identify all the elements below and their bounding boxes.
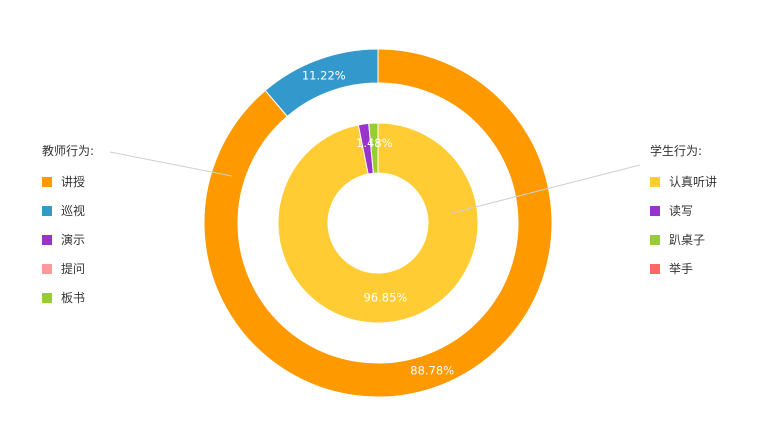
teacher-legend-swatch [42, 292, 52, 303]
student-slice-label-2: 1.48% [356, 136, 393, 150]
teacher-legend-label: 板书 [61, 291, 86, 305]
slice-labels: 88.78% 11.22% 96.85% 1.48% [302, 69, 454, 378]
teacher-legend-swatch [42, 234, 52, 245]
teacher-legend-label: 提问 [61, 262, 86, 276]
student-slice-label-0: 96.85% [363, 291, 407, 305]
teacher-legend-swatch [42, 263, 52, 274]
student-legend-swatch [650, 176, 660, 187]
teacher-legend-label: 演示 [61, 233, 86, 247]
student-legend-item-3[interactable]: 举手 [650, 254, 717, 283]
student-legend-swatch [650, 263, 660, 274]
legend-leader-lines [109, 151, 641, 214]
teacher-slice-1[interactable] [264, 48, 379, 118]
teacher-slice-label-0: 88.78% [410, 363, 454, 377]
teacher-slice-0[interactable] [203, 48, 553, 398]
student-legend: 学生行为: 认真听讲读写趴桌子举手 [650, 142, 717, 283]
teacher-legend-swatch [42, 176, 52, 187]
teacher-behavior-ring [203, 48, 553, 398]
teacher-legend-label: 讲授 [61, 175, 86, 189]
teacher-legend-label: 巡视 [61, 204, 86, 218]
student-legend-item-0[interactable]: 认真听讲 [650, 167, 717, 196]
student-legend-title: 学生行为: [650, 144, 703, 158]
teacher-legend-title: 教师行为: [42, 144, 95, 158]
student-legend-item-1[interactable]: 读写 [650, 196, 717, 225]
teacher-legend: 教师行为: 讲授巡视演示提问板书 [42, 142, 94, 312]
student-legend-label: 趴桌子 [669, 233, 706, 247]
teacher-slice-label-1: 11.22% [302, 69, 346, 83]
student-leader-line [451, 164, 641, 214]
student-legend-swatch [650, 205, 660, 216]
teacher-leader-line [109, 151, 233, 177]
teacher-legend-item-4[interactable]: 板书 [42, 283, 94, 312]
student-legend-swatch [650, 234, 660, 245]
student-legend-label: 举手 [669, 262, 694, 276]
student-legend-label: 认真听讲 [669, 175, 718, 189]
student-behavior-ring [277, 122, 479, 324]
teacher-legend-swatch [42, 205, 52, 216]
teacher-legend-item-0[interactable]: 讲授 [42, 167, 94, 196]
teacher-legend-item-1[interactable]: 巡视 [42, 196, 94, 225]
teacher-legend-item-2[interactable]: 演示 [42, 225, 94, 254]
student-legend-item-2[interactable]: 趴桌子 [650, 225, 717, 254]
student-legend-label: 读写 [669, 204, 694, 218]
teacher-legend-item-3[interactable]: 提问 [42, 254, 94, 283]
student-slice-2[interactable] [368, 122, 379, 174]
student-slice-0[interactable] [277, 122, 479, 324]
